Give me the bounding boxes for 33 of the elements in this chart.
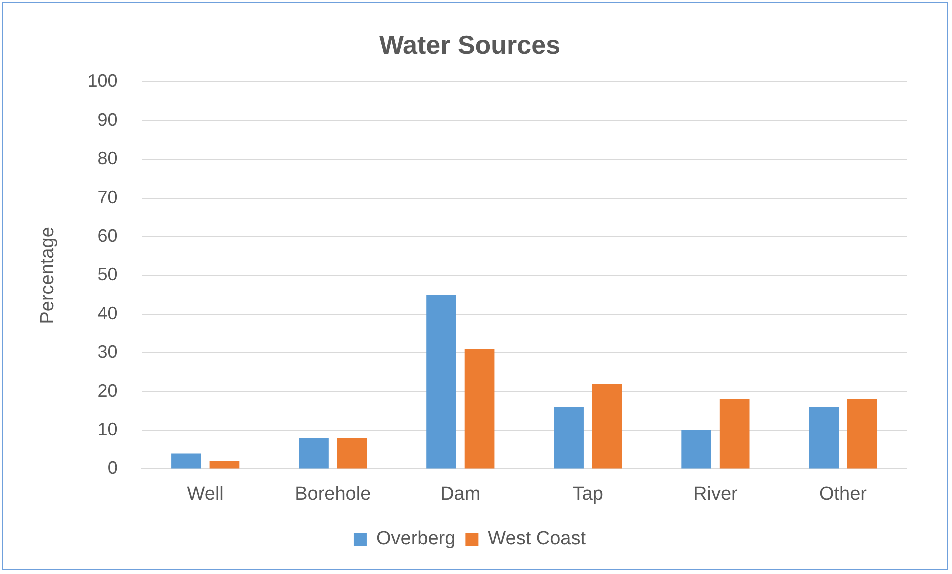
y-axis-title: Percentage [38,227,59,324]
y-tick-label: 100 [88,71,118,92]
y-tick-label: 70 [98,187,118,208]
x-tick-label: Tap [572,484,604,505]
bar [426,295,456,469]
bar [592,384,622,469]
chart-title: Water Sources [379,30,561,60]
x-tick-label: Other [819,484,868,505]
y-tick-label: 80 [98,148,118,169]
bar [554,407,584,469]
x-tick-label: Borehole [295,484,372,505]
bar [809,407,840,469]
y-tick-label: 10 [98,419,118,440]
x-tick-label: Well [187,484,224,505]
bar [847,400,878,469]
bar [464,349,495,469]
bar [720,400,750,469]
bar [172,454,202,469]
legend-label: West Coast [488,528,587,550]
y-tick-label: 20 [98,380,118,401]
y-tick-label: 60 [98,226,118,246]
bar [682,430,712,469]
y-tick-label: 50 [98,264,118,285]
x-tick-label: River [694,484,739,505]
y-tick-label: 30 [98,342,118,362]
bar [337,438,368,469]
y-tick-label: 40 [98,303,118,324]
bar [299,438,329,469]
y-tick-label: 0 [108,458,118,478]
y-tick-label: 90 [98,110,118,130]
x-tick-label: Dam [440,484,481,505]
legend-label: Overberg [376,528,456,550]
bar [210,461,240,469]
